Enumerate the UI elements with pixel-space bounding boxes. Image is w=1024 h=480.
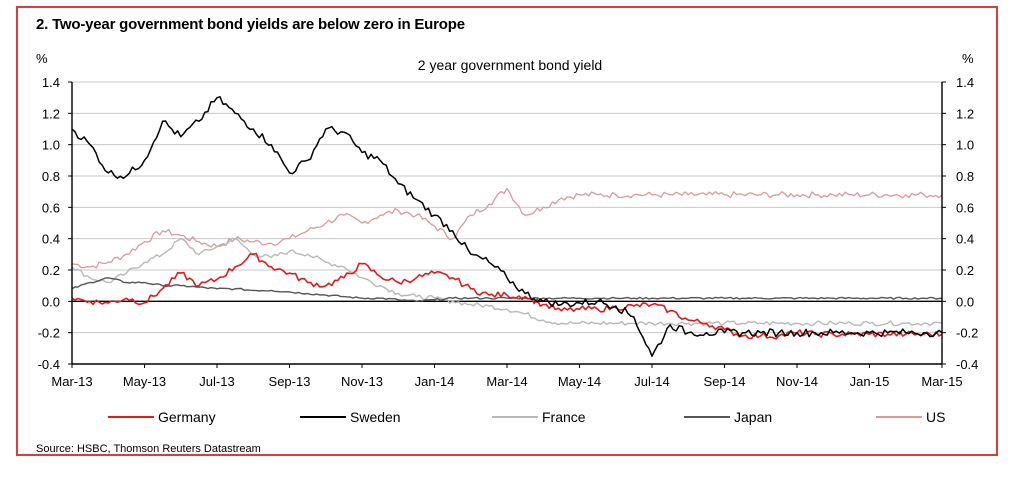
y-tick-label-left: -0.2 [38, 326, 60, 341]
y-tick-label-left: 1.0 [42, 138, 60, 153]
legend-label-us: US [926, 409, 945, 425]
y-tick-label-right: 1.4 [956, 75, 974, 90]
series-line-us [71, 187, 943, 269]
x-tick-label: Jan-15 [850, 374, 890, 389]
y-tick-label-left: 0.4 [42, 232, 60, 247]
y-tick-label-right: 0.6 [956, 200, 974, 215]
x-tick-label: Mar-13 [51, 374, 92, 389]
legend-label-germany: Germany [158, 409, 216, 425]
x-tick-label: Jan-14 [415, 374, 455, 389]
x-tick-label: Mar-14 [486, 374, 527, 389]
x-tick-label: May-14 [558, 374, 601, 389]
series-line-japan [71, 277, 943, 302]
source-note: Source: HSBC, Thomson Reuters Datastream [36, 443, 261, 455]
y-tick-label-right: -0.4 [956, 357, 978, 372]
x-tick-label: Sep-13 [269, 374, 311, 389]
y-tick-label-left: 0.6 [42, 200, 60, 215]
x-tick-label: Sep-14 [704, 374, 746, 389]
y-tick-label-right: 0.0 [956, 294, 974, 309]
legend-label-sweden: Sweden [350, 409, 401, 425]
figure-frame [16, 6, 998, 456]
y-tick-label-left: 1.4 [42, 75, 60, 90]
y-axis-right-unit: % [962, 51, 974, 66]
x-tick-label: Jul-13 [199, 374, 234, 389]
y-tick-label-right: 0.2 [956, 263, 974, 278]
y-tick-label-right: -0.2 [956, 326, 978, 341]
x-tick-label: May-13 [123, 374, 166, 389]
y-tick-label-left: 1.2 [42, 106, 60, 121]
series-line-france [71, 237, 943, 327]
series-line-sweden [71, 96, 943, 357]
legend-label-france: France [542, 409, 586, 425]
x-tick-label: Nov-13 [341, 374, 383, 389]
y-tick-label-left: 0.2 [42, 263, 60, 278]
x-tick-label: Nov-14 [776, 374, 818, 389]
chart-title: 2 year government bond yield [418, 57, 602, 73]
y-axis-left-unit: % [36, 51, 48, 66]
y-tick-label-right: 0.8 [956, 169, 974, 184]
y-tick-label-left: -0.4 [38, 357, 60, 372]
y-tick-label-right: 0.4 [956, 232, 974, 247]
y-tick-label-right: 1.0 [956, 138, 974, 153]
y-tick-label-right: 1.2 [956, 106, 974, 121]
x-tick-label: Jul-14 [634, 374, 669, 389]
y-tick-label-left: 0.8 [42, 169, 60, 184]
x-tick-label: Mar-15 [921, 374, 962, 389]
legend-label-japan: Japan [734, 409, 772, 425]
y-tick-label-left: 0.0 [42, 294, 60, 309]
figure-title: 2. Two-year government bond yields are b… [36, 16, 465, 33]
